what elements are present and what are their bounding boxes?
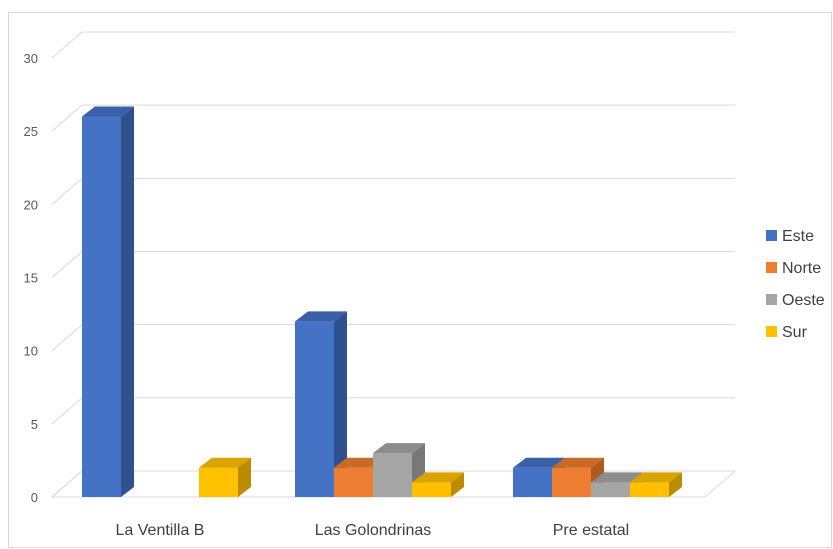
- bar-front: [334, 467, 373, 497]
- bar-front: [295, 321, 334, 497]
- y-tick-label: 20: [24, 197, 38, 212]
- bar-top: [373, 443, 425, 454]
- y-tick-label: 10: [24, 344, 38, 359]
- y-tick-label: 30: [24, 51, 38, 66]
- legend-item-norte: Norte: [766, 260, 821, 277]
- bar-side: [669, 472, 682, 497]
- y-tick-label: 0: [31, 490, 38, 505]
- y-axis: 0 5 10 15 20 25 30: [24, 51, 38, 505]
- legend-item-oeste: Oeste: [766, 292, 825, 309]
- bar-front: [513, 467, 552, 497]
- x-tick-label: Las Golondrinas: [315, 522, 432, 539]
- bar-front: [412, 482, 451, 497]
- bar-top: [630, 472, 682, 483]
- bar-top: [513, 457, 565, 468]
- y-tick-label: 15: [24, 271, 38, 286]
- bar-top: [412, 472, 464, 483]
- bar-side: [334, 311, 347, 497]
- gridline-wall: [51, 324, 83, 352]
- legend-label: Este: [782, 228, 814, 245]
- legend-label: Oeste: [782, 292, 825, 309]
- bar-side: [451, 472, 464, 497]
- legend-swatch: [766, 262, 777, 273]
- legend-swatch: [766, 326, 777, 337]
- legend-swatch: [766, 294, 777, 305]
- bar-sur-3: [630, 472, 682, 497]
- gridline-wall: [51, 397, 83, 425]
- gridline-wall: [51, 470, 83, 498]
- bar-este-1: [82, 106, 134, 498]
- legend-swatch: [766, 230, 777, 241]
- bar-este-2: [295, 311, 347, 497]
- bar-front: [82, 116, 121, 498]
- bar-oeste-2: [373, 443, 425, 497]
- bar-norte-3: [552, 457, 604, 497]
- bar-side: [238, 457, 251, 497]
- gridline-wall: [51, 177, 83, 205]
- x-axis: La Ventilla B Las Golondrinas Pre estatal: [116, 522, 630, 539]
- legend-label: Norte: [782, 260, 821, 277]
- bars: [82, 106, 682, 498]
- bar-front: [373, 453, 412, 497]
- gridline-wall: [51, 104, 83, 132]
- bar-top: [295, 311, 347, 322]
- bar-sur-2: [412, 472, 464, 497]
- bar-front: [552, 467, 591, 497]
- bar-sur-1: [199, 457, 251, 497]
- bar-front: [199, 467, 238, 497]
- chart-frame: [8, 12, 832, 548]
- y-tick-label: 25: [24, 124, 38, 139]
- x-tick-label: La Ventilla B: [116, 522, 205, 539]
- legend-label: Sur: [782, 324, 808, 341]
- legend-item-este: Este: [766, 228, 814, 245]
- bar-top: [82, 106, 134, 117]
- x-tick-label: Pre estatal: [553, 522, 629, 539]
- gridline-wall: [51, 251, 83, 278]
- bar-top: [591, 472, 643, 483]
- legend-item-sur: Sur: [766, 324, 808, 341]
- bar-top: [552, 457, 604, 468]
- gridline-wall: [51, 31, 83, 59]
- bar-front: [591, 482, 630, 497]
- gridlines: [51, 31, 735, 498]
- y-tick-label: 5: [31, 417, 38, 432]
- bar-front: [630, 482, 669, 497]
- bar-side: [121, 106, 134, 498]
- legend: Este Norte Oeste Sur: [766, 228, 825, 341]
- bar-top: [199, 457, 251, 468]
